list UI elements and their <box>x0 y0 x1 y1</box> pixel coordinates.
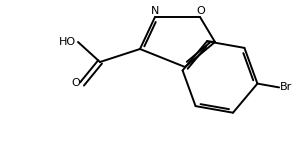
Text: N: N <box>151 6 159 16</box>
Text: HO: HO <box>59 37 76 47</box>
Text: O: O <box>197 6 205 16</box>
Text: O: O <box>71 78 80 88</box>
Text: Br: Br <box>280 82 292 92</box>
